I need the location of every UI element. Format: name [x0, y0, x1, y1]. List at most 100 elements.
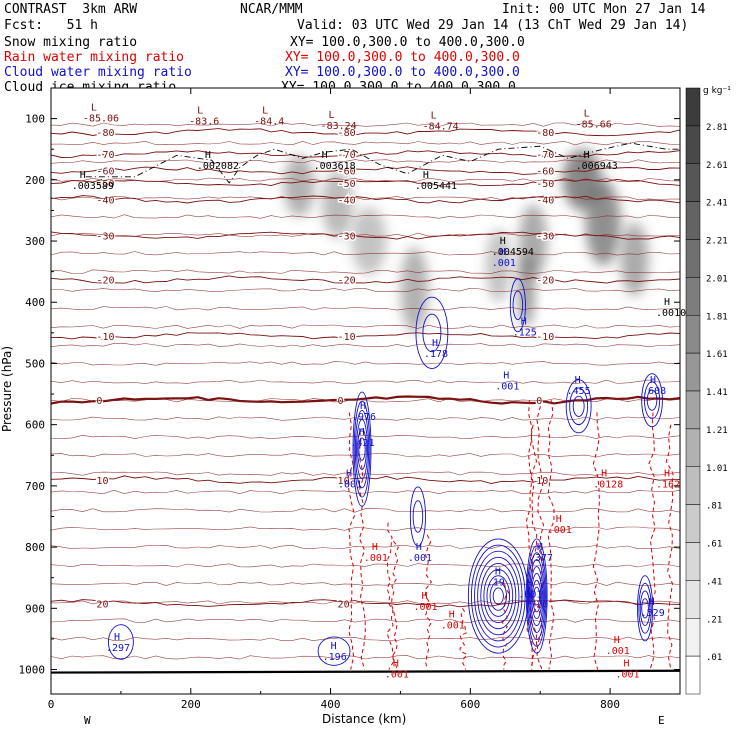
temperature-contour: [51, 324, 680, 329]
x-tick-label: 200: [181, 698, 201, 711]
rain-water-contour: [357, 430, 366, 670]
extremum-marker: H: [80, 170, 86, 181]
cloud-water-contour: [569, 387, 589, 426]
temperature-contour-label: -70: [338, 150, 356, 161]
rain-water-contour: [547, 400, 555, 670]
extremum-marker: H: [346, 469, 352, 480]
extremum-value: .001: [492, 258, 516, 269]
extremum-value: .001: [518, 590, 542, 601]
temperature-contour: [51, 269, 680, 274]
temperature-contour-label: -50: [96, 179, 114, 190]
plot-frame: [50, 87, 681, 695]
rain-water-contour: [525, 400, 533, 670]
rain-water-contour: [536, 406, 545, 670]
extremum-value: .196: [323, 652, 347, 663]
cloud-water-contour: [529, 559, 545, 633]
colorbar-label: 2.21: [706, 237, 728, 247]
y-tick-label: 600: [25, 419, 45, 432]
extremum-value: -85.66: [576, 120, 612, 131]
extremum-value: .0128: [593, 480, 623, 491]
cloud-water-contour: [107, 624, 134, 660]
extremum-marker: H: [359, 427, 365, 438]
temperature-contour: [51, 251, 680, 256]
temperature-contour-label: -30: [96, 232, 114, 243]
colorbar-label: 2.41: [706, 199, 728, 209]
extremum-marker: L: [329, 110, 335, 121]
cloud-water-contour: [492, 587, 504, 605]
temperature-contour: [51, 600, 680, 605]
temperature-contour-label: 10: [96, 476, 108, 487]
colorbar-swatch: [685, 504, 701, 543]
temperature-contour-label: 10: [536, 476, 548, 487]
x-tick-label: 0: [48, 698, 55, 711]
extremum-marker: H: [205, 150, 211, 161]
cloud-ice-contour: [85, 142, 680, 184]
temperature-contour-label: -20: [96, 276, 114, 287]
snow-plume: [322, 170, 353, 238]
extremum-marker: L: [91, 102, 97, 113]
surface-line: [51, 669, 680, 674]
cloud-water-contour: [531, 572, 543, 620]
field-label-cloud-water: Cloud water mixing ratio: [4, 65, 192, 80]
extremum-value: -83.24: [321, 121, 357, 132]
rain-water-contour: [592, 412, 600, 670]
colorbar-swatch: [685, 239, 701, 278]
temperature-contour: [51, 618, 680, 623]
temperature-contour-label: 20: [96, 599, 108, 610]
valid-time: Valid: 03 UTC Wed 29 Jan 14 (13 ChT Wed …: [297, 18, 689, 33]
colorbar-swatch: [685, 466, 701, 505]
extremum-marker: H: [500, 247, 506, 258]
colorbar-label: .81: [706, 502, 722, 512]
extremum-value: -84.4: [254, 117, 284, 128]
cloud-water-contour: [409, 486, 426, 547]
extremum-marker: L: [584, 109, 590, 120]
extremum-marker: H: [416, 542, 422, 553]
colorbar-swatch: [685, 655, 701, 695]
cloud-water-contour: [509, 278, 526, 333]
temperature-contour-label: -50: [338, 179, 356, 190]
extremum-value: .003589: [72, 181, 114, 192]
extremum-marker: H: [114, 632, 120, 643]
east-label: E: [658, 714, 665, 727]
rain-water-contour: [391, 540, 399, 670]
x-tick-label: 400: [321, 698, 341, 711]
x-tick-label: 800: [600, 698, 620, 711]
cloud-water-contour: [489, 581, 507, 611]
temperature-contour: [51, 526, 680, 531]
temperature-contour-label: -60: [96, 167, 114, 178]
extremum-value: .19: [487, 577, 505, 588]
colorbar-label: .41: [706, 577, 722, 587]
snow-plume: [351, 207, 387, 275]
extremum-value: .162: [656, 480, 680, 491]
temperature-contour-label: -80: [338, 128, 356, 139]
extremum-marker: H: [322, 150, 328, 161]
y-tick-label: 200: [25, 174, 45, 187]
cloud-water-contour: [412, 500, 424, 533]
field-xy-snow: XY= 100.0,300.0 to 400.0,300.0: [290, 35, 525, 50]
colorbar-label: 1.21: [706, 426, 728, 436]
extremum-value: -84.74: [423, 121, 459, 132]
temperature-contour: [51, 287, 680, 293]
temperature-contour: [51, 195, 680, 204]
y-tick-label: 500: [25, 357, 45, 370]
temperature-contour: [51, 275, 680, 284]
y-tick-label: 1000: [19, 664, 46, 677]
cloud-water-contour: [641, 598, 649, 619]
temperature-contour: [51, 581, 680, 586]
extremum-marker: H: [393, 658, 399, 669]
field-xy-rain: XY= 100.0,300.0 to 400.0,300.0: [285, 50, 520, 65]
extremum-value: .297: [106, 643, 130, 654]
temperature-contour-label: -80: [96, 128, 114, 139]
model-name: CONTRAST 3km ARW: [4, 2, 138, 17]
extremum-marker: H: [422, 591, 428, 602]
cloud-water-contour: [317, 636, 351, 666]
temperature-contour-label: -10: [338, 332, 356, 343]
extremum-marker: H: [495, 566, 501, 577]
cloud-water-contour: [532, 579, 542, 613]
temperature-contour: [51, 544, 680, 550]
temperature-contour: [51, 475, 680, 484]
temperature-contour: [51, 232, 680, 238]
cloud-water-contour: [512, 290, 524, 320]
colorbar-swatch: [685, 125, 701, 164]
extremum-value: .004594: [492, 247, 534, 258]
